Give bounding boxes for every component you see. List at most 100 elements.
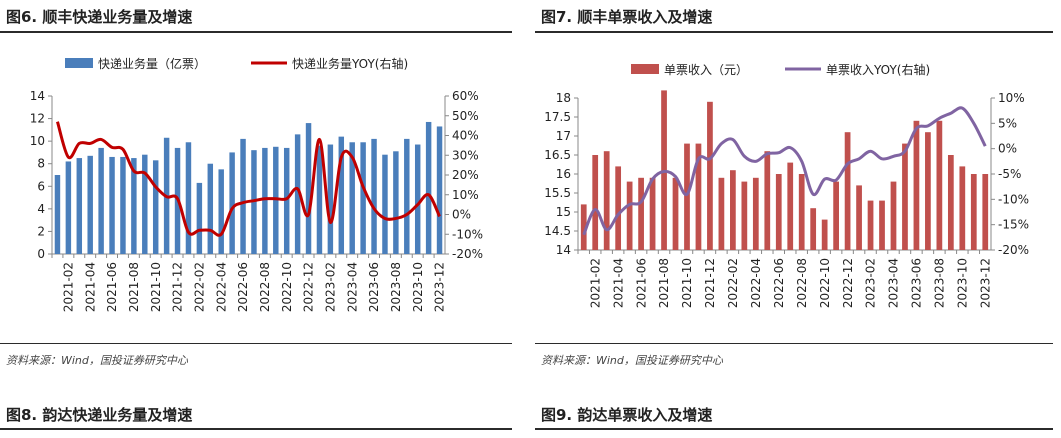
x-tick-label: 2021-06 bbox=[634, 258, 648, 308]
bar bbox=[142, 154, 148, 254]
bar bbox=[879, 200, 885, 250]
bar bbox=[185, 142, 192, 254]
right-tick-label: 20% bbox=[452, 168, 479, 182]
legend-bar-label: 快递业务量（亿票） bbox=[98, 56, 206, 71]
bar bbox=[109, 156, 115, 254]
bar bbox=[294, 134, 301, 254]
x-tick-label: 2023-04 bbox=[345, 262, 359, 312]
revenue-per-parcel-chart: 单票收入（元） 单票收入YOY(右轴) 14 14.5 15 15.5 16 16.5 17 17… bbox=[544, 62, 1029, 308]
left-tick-label: 17 bbox=[556, 129, 571, 143]
bar bbox=[615, 166, 622, 250]
legend-bar-swatch bbox=[631, 64, 659, 74]
yoy-line bbox=[56, 121, 441, 237]
x-tick-label: 2021-04 bbox=[611, 258, 625, 308]
right-tick-label: 40% bbox=[452, 129, 479, 143]
title-divider bbox=[535, 31, 1053, 33]
bar bbox=[775, 174, 782, 250]
right-tick-label: 0% bbox=[452, 208, 471, 222]
bar bbox=[382, 154, 388, 254]
right-tick-label: -10% bbox=[452, 227, 483, 241]
x-tick-label: 2023-12 bbox=[978, 258, 992, 308]
right-tick-label: -20% bbox=[452, 247, 483, 261]
x-tick-label: 2023-04 bbox=[887, 258, 901, 308]
bar bbox=[684, 143, 690, 250]
bar bbox=[936, 120, 943, 250]
right-tick-label: 10% bbox=[998, 91, 1025, 105]
bar bbox=[764, 151, 771, 250]
bar bbox=[959, 166, 966, 250]
bar bbox=[810, 208, 817, 250]
bar bbox=[844, 132, 851, 250]
bar bbox=[327, 144, 334, 254]
x-tick-label: 2023-06 bbox=[910, 258, 924, 308]
left-tick-label: 15.5 bbox=[544, 186, 571, 200]
right-tick-label: -20% bbox=[998, 243, 1029, 257]
left-tick-label: 15 bbox=[556, 205, 571, 219]
left-tick-label: 16 bbox=[556, 167, 571, 181]
right-tick-label: 50% bbox=[452, 109, 479, 123]
legend-bar-swatch bbox=[65, 58, 93, 68]
left-tick-label: 16.5 bbox=[544, 148, 571, 162]
right-tick-label: 5% bbox=[998, 116, 1017, 130]
left-chart-panel: 图6. 顺丰快递业务量及增速 快递业务量（亿票） 快递业务量YOY(右轴) 0 2 4 6… bbox=[0, 0, 520, 438]
x-tick-label: 2021-12 bbox=[703, 258, 717, 308]
source-divider bbox=[0, 343, 512, 344]
bar bbox=[393, 151, 399, 254]
x-tick-label: 2022-02 bbox=[193, 262, 207, 312]
x-tick-label: 2021-10 bbox=[680, 258, 694, 308]
bar bbox=[626, 181, 633, 250]
left-tick-label: 14 bbox=[556, 243, 571, 257]
bar bbox=[404, 138, 410, 254]
next-chart-title: 图9. 韵达单票收入及增速 bbox=[541, 406, 713, 424]
x-tick-label: 2022-04 bbox=[749, 258, 763, 308]
right-chart-panel: 图7. 顺丰单票收入及增速 单票收入（元） 单票收入YOY(右轴) 14 14.5 15… bbox=[535, 0, 1061, 438]
bar bbox=[316, 145, 323, 254]
x-tick-label: 2021-02 bbox=[588, 258, 602, 308]
x-tick-label: 2021-12 bbox=[171, 262, 185, 312]
bottom-divider bbox=[0, 428, 512, 430]
left-tick-label: 6 bbox=[37, 179, 45, 193]
bar bbox=[87, 155, 93, 254]
bar bbox=[925, 132, 931, 250]
bar bbox=[638, 177, 644, 250]
source-note: 资料来源：Wind，国投证券研究中心 bbox=[6, 354, 188, 367]
bar bbox=[707, 101, 713, 250]
left-tick-label: 14 bbox=[30, 89, 45, 103]
bar bbox=[152, 160, 159, 254]
left-tick-label: 0 bbox=[37, 247, 45, 261]
x-tick-label: 2021-06 bbox=[105, 262, 119, 312]
left-tick-label: 10 bbox=[30, 134, 45, 148]
chart-title: 图6. 顺丰快递业务量及增速 bbox=[6, 8, 193, 26]
right-tick-label: 0% bbox=[998, 142, 1017, 156]
x-tick-label: 2021-08 bbox=[657, 258, 671, 308]
bar bbox=[338, 136, 345, 254]
x-tick-label: 2022-08 bbox=[795, 258, 809, 308]
bar bbox=[787, 162, 794, 250]
bar bbox=[207, 163, 214, 254]
bar bbox=[360, 142, 366, 254]
bar bbox=[741, 181, 748, 250]
bar bbox=[580, 204, 587, 250]
x-tick-label: 2022-10 bbox=[818, 258, 832, 308]
bar bbox=[902, 143, 908, 250]
bar bbox=[76, 158, 83, 254]
bar bbox=[982, 174, 989, 250]
x-tick-label: 2023-10 bbox=[956, 258, 970, 308]
bar bbox=[120, 156, 126, 254]
x-tick-label: 2023-10 bbox=[411, 262, 425, 312]
x-tick-label: 2023-02 bbox=[864, 258, 878, 308]
right-tick-label: 30% bbox=[452, 148, 479, 162]
next-chart-title: 图8. 韵达快递业务量及增速 bbox=[6, 406, 193, 424]
bar bbox=[218, 169, 224, 254]
legend-line-label: 快递业务量YOY(右轴) bbox=[292, 56, 408, 71]
bar bbox=[196, 182, 203, 254]
bar bbox=[592, 155, 599, 250]
bar bbox=[425, 121, 432, 254]
bar bbox=[349, 142, 355, 254]
right-tick-label: -15% bbox=[998, 218, 1029, 232]
bar bbox=[371, 138, 377, 254]
x-tick-label: 2022-04 bbox=[214, 262, 228, 312]
right-tick-label: -10% bbox=[998, 192, 1029, 206]
bar bbox=[695, 143, 702, 250]
bar bbox=[913, 120, 920, 250]
